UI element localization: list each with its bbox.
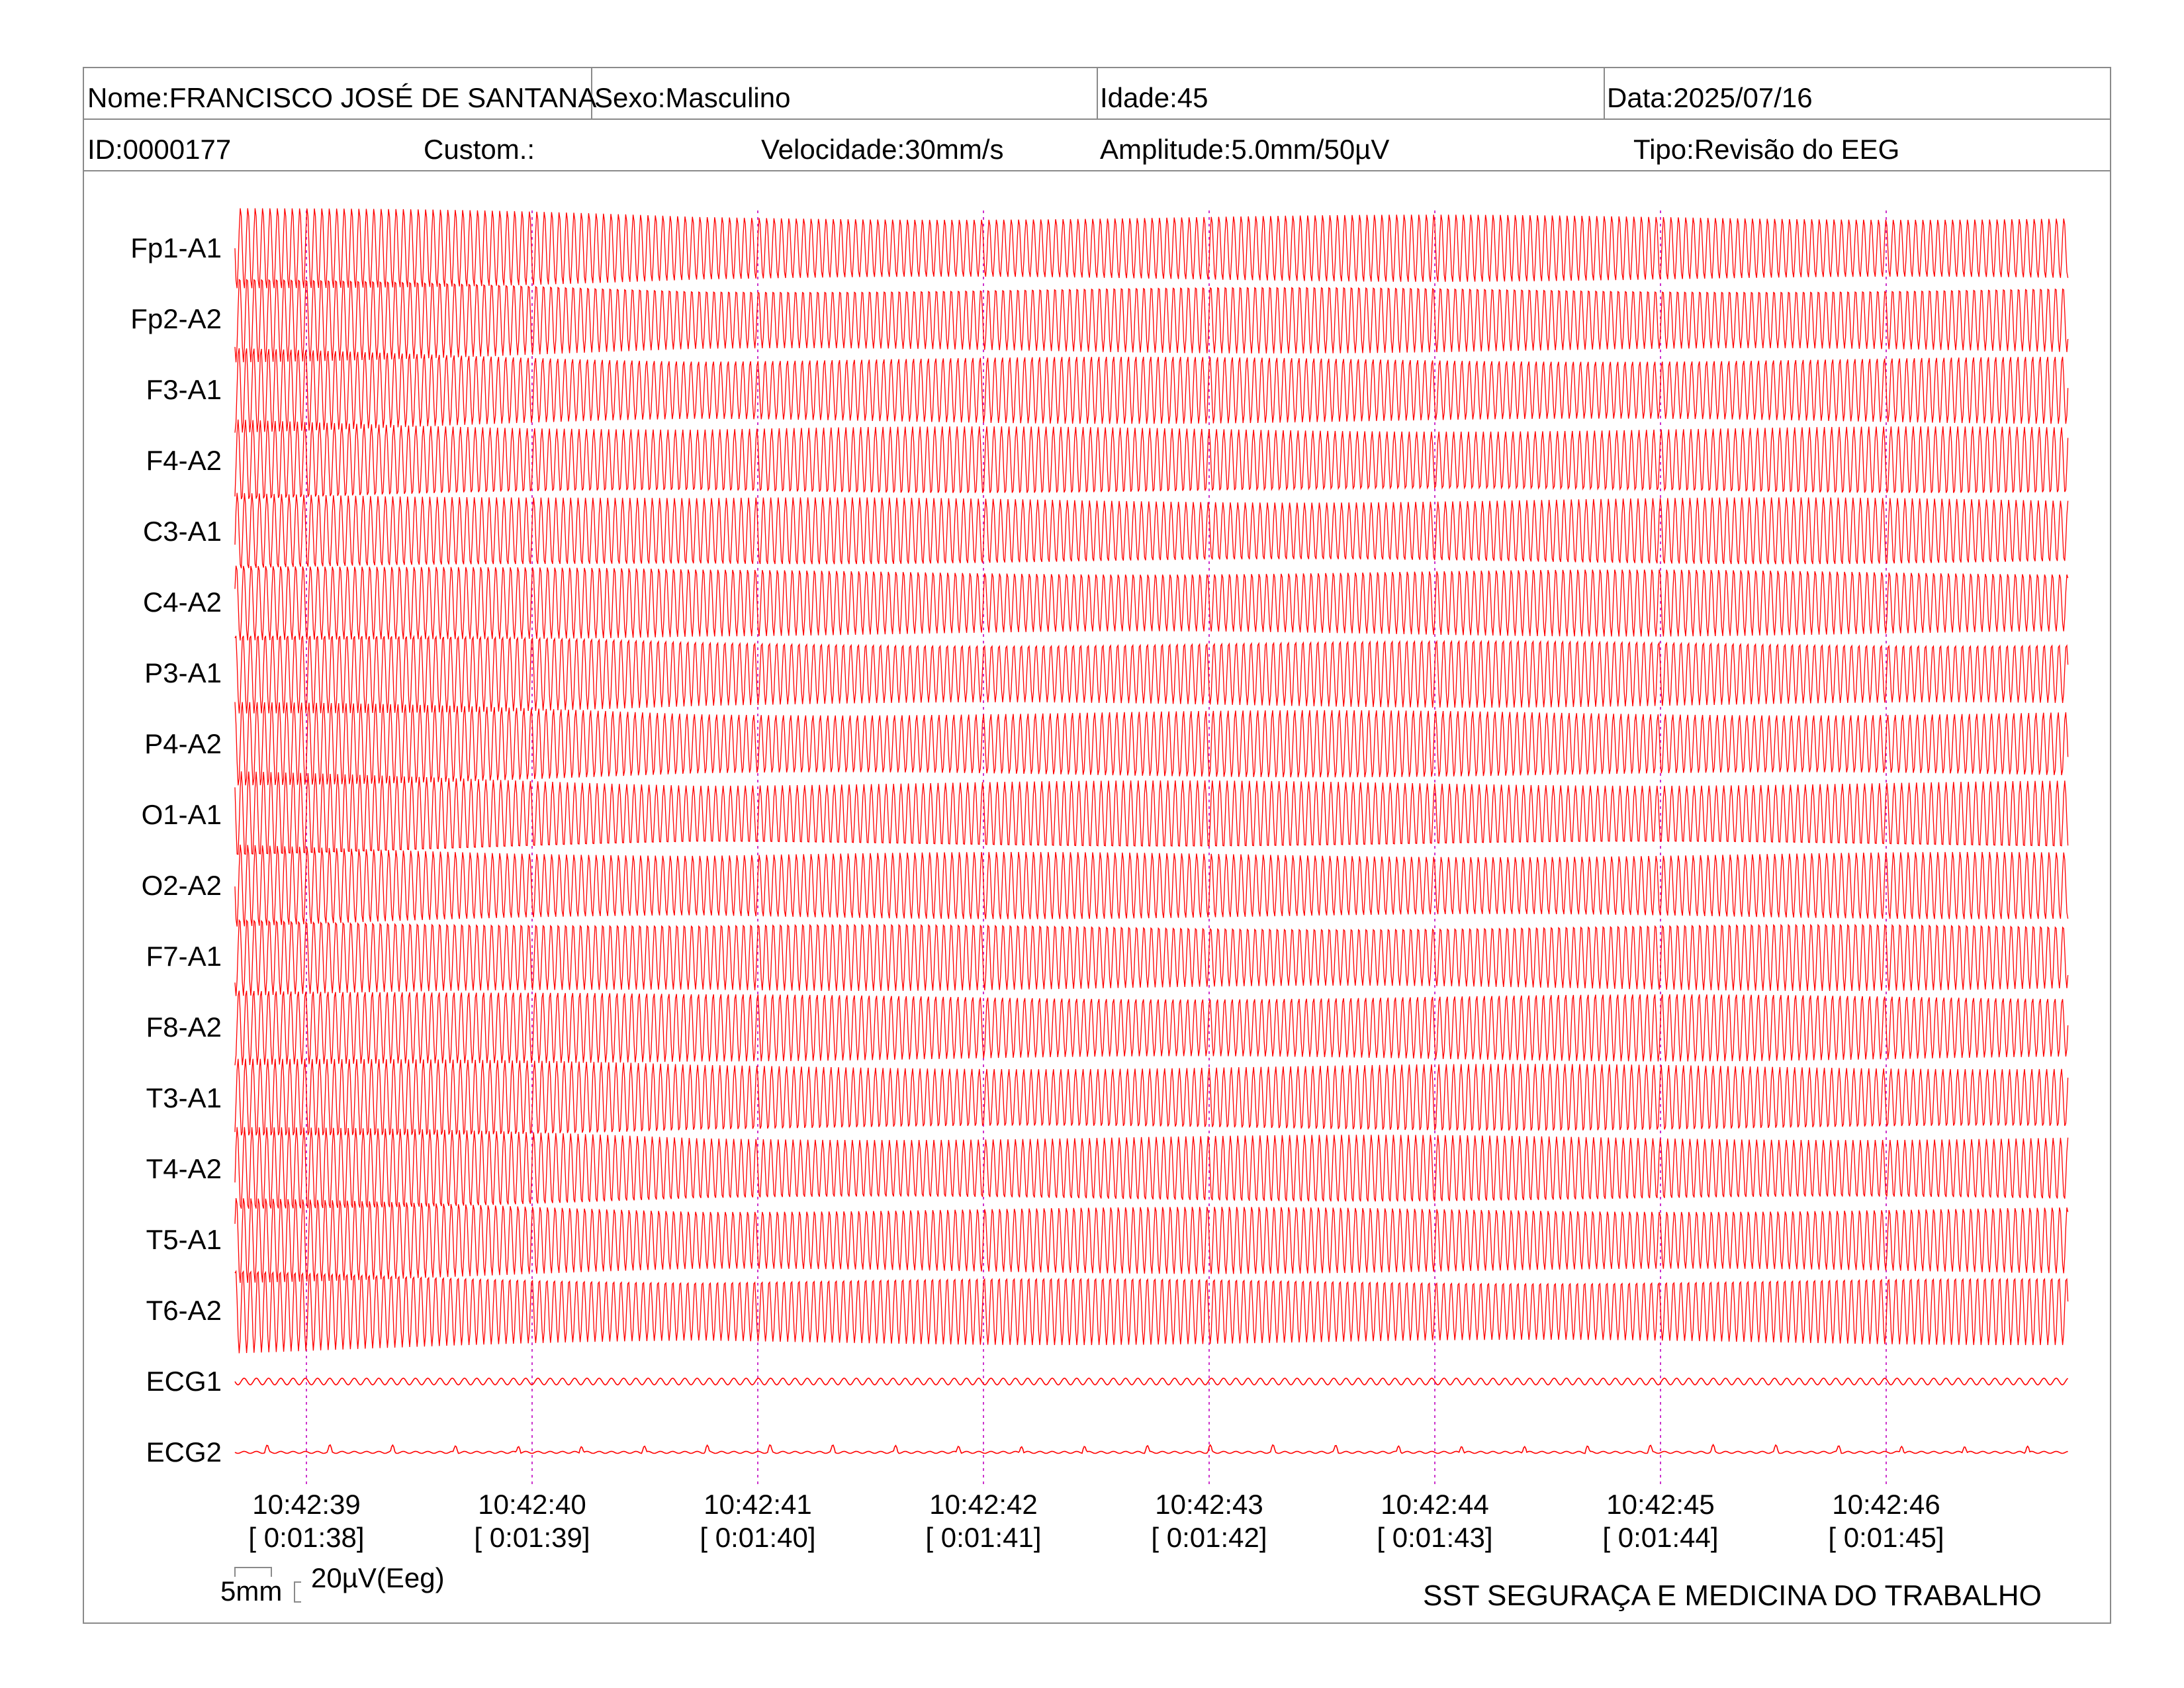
channel-label: Fp2-A2 bbox=[130, 303, 222, 334]
patient-name: Nome:FRANCISCO JOSÉ DE SANTANA bbox=[87, 82, 597, 113]
trace-fp2-a2 bbox=[234, 278, 2069, 363]
channel-label: F7-A1 bbox=[146, 941, 222, 972]
channel-label: F8-A2 bbox=[146, 1011, 222, 1043]
trace-t4-a2 bbox=[234, 1127, 2069, 1209]
trace-o2-a2 bbox=[234, 844, 2069, 927]
channel-label: ECG2 bbox=[146, 1436, 222, 1468]
time-mark-clock: 10:42:43 bbox=[1155, 1489, 1263, 1520]
time-mark-clock: 10:42:40 bbox=[478, 1489, 586, 1520]
trace-f7-a1 bbox=[234, 919, 2069, 996]
channel-label: C3-A1 bbox=[142, 516, 222, 547]
channel-label: T5-A1 bbox=[146, 1224, 222, 1255]
channel-label: F3-A1 bbox=[146, 374, 222, 405]
trace-o1-a1 bbox=[234, 771, 2069, 855]
organization-name: SST SEGURAÇA E MEDICINA DO TRABALHO bbox=[1423, 1579, 2042, 1612]
patient-sex: Sexo:Masculino bbox=[594, 82, 791, 113]
recording-amplitude: Amplitude:5.0mm/50µV bbox=[1100, 134, 1390, 165]
time-mark-elapsed: [ 0:01:45] bbox=[1828, 1522, 1944, 1553]
trace-t6-a2 bbox=[234, 1270, 2069, 1354]
exam-date: Data:2025/07/16 bbox=[1607, 82, 1813, 113]
recording-speed: Velocidade:30mm/s bbox=[761, 134, 1004, 165]
channel-label: T3-A1 bbox=[146, 1082, 222, 1113]
trace-p4-a2 bbox=[234, 702, 2069, 786]
time-mark-clock: 10:42:39 bbox=[252, 1489, 361, 1520]
time-mark-elapsed: [ 0:01:42] bbox=[1151, 1522, 1267, 1553]
channel-label: O2-A2 bbox=[141, 870, 222, 901]
time-mark-clock: 10:42:42 bbox=[929, 1489, 1038, 1520]
patient-id: ID:0000177 bbox=[87, 134, 232, 165]
channel-label: T6-A2 bbox=[146, 1295, 222, 1326]
trace-f3-a1 bbox=[234, 348, 2069, 433]
header-cell-divider bbox=[591, 67, 592, 118]
channel-label: Fp1-A1 bbox=[130, 232, 222, 263]
time-mark-clock: 10:42:46 bbox=[1832, 1489, 1940, 1520]
header-cell-divider bbox=[1604, 67, 1605, 118]
time-mark-clock: 10:42:45 bbox=[1606, 1489, 1715, 1520]
trace-ecg2 bbox=[234, 1443, 2068, 1454]
channel-label: C4-A2 bbox=[142, 586, 222, 618]
time-scale-label: 5mm bbox=[220, 1575, 283, 1607]
trace-f4-a2 bbox=[234, 419, 2069, 500]
trace-p3-a1 bbox=[234, 635, 2069, 714]
patient-age: Idade:45 bbox=[1100, 82, 1208, 113]
header-divider bbox=[83, 118, 2111, 120]
amplitude-scale-label: 20µV(Eeg) bbox=[311, 1562, 445, 1593]
custom-field: Custom.: bbox=[424, 134, 535, 165]
channel-label: T4-A2 bbox=[146, 1153, 222, 1184]
time-mark-elapsed: [ 0:01:43] bbox=[1377, 1522, 1493, 1553]
time-mark-elapsed: [ 0:01:38] bbox=[248, 1522, 365, 1553]
time-mark-clock: 10:42:41 bbox=[704, 1489, 812, 1520]
trace-c4-a2 bbox=[234, 565, 2069, 641]
time-mark-elapsed: [ 0:01:41] bbox=[925, 1522, 1042, 1553]
trace-t3-a1 bbox=[234, 1058, 2069, 1136]
trace-fp1-a1 bbox=[234, 208, 2069, 289]
header-cell-divider bbox=[1097, 67, 1098, 118]
trace-t5-a1 bbox=[234, 1197, 2069, 1284]
channel-label: P4-A2 bbox=[144, 728, 222, 759]
time-mark-elapsed: [ 0:01:44] bbox=[1602, 1522, 1719, 1553]
time-mark-elapsed: [ 0:01:40] bbox=[700, 1522, 816, 1553]
channel-label: F4-A2 bbox=[146, 445, 222, 476]
channel-label: P3-A1 bbox=[144, 657, 222, 688]
scale-bracket-icon bbox=[234, 1567, 301, 1603]
trace-c3-a1 bbox=[234, 492, 2069, 569]
trace-ecg1 bbox=[234, 1378, 2069, 1385]
time-mark-clock: 10:42:44 bbox=[1381, 1489, 1489, 1520]
time-mark-elapsed: [ 0:01:39] bbox=[474, 1522, 590, 1553]
channel-label: O1-A1 bbox=[141, 799, 222, 830]
channel-label: ECG1 bbox=[146, 1366, 222, 1397]
exam-type: Tipo:Revisão do EEG bbox=[1633, 134, 1900, 165]
trace-f8-a2 bbox=[234, 990, 2069, 1066]
header-divider bbox=[83, 170, 2111, 171]
